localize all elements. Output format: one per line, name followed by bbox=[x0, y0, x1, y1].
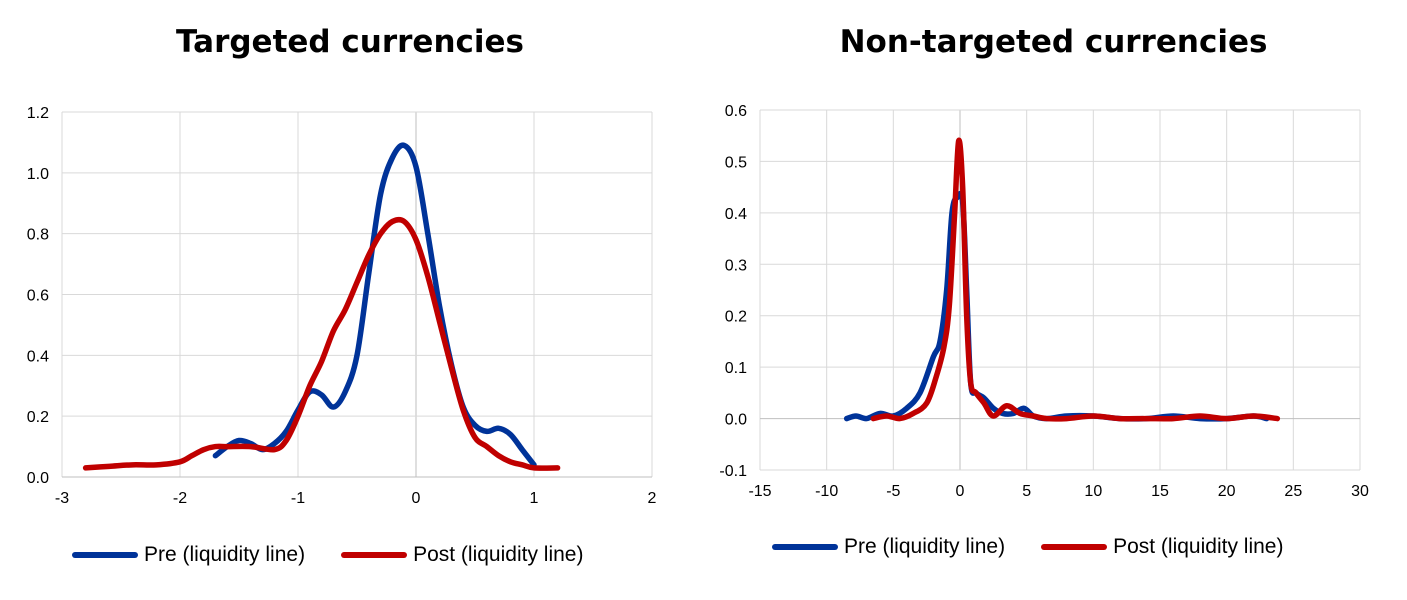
x-tick-label: -2 bbox=[173, 490, 187, 507]
x-tick-label: 10 bbox=[1084, 483, 1102, 500]
y-tick-label: 0.8 bbox=[27, 227, 49, 244]
legend-item-post: Post (liquidity line) bbox=[341, 543, 583, 567]
legend-swatch-pre bbox=[72, 552, 138, 558]
chart-legend: Pre (liquidity line) Post (liquidity lin… bbox=[72, 543, 619, 567]
x-tick-label: 15 bbox=[1151, 483, 1169, 500]
series-line-pre bbox=[212, 142, 537, 468]
y-tick-label: 1.2 bbox=[27, 105, 49, 122]
legend-label-pre: Pre (liquidity line) bbox=[844, 535, 1006, 558]
y-tick-label: 0.4 bbox=[27, 348, 49, 365]
x-tick-label: 0 bbox=[956, 483, 965, 500]
x-tick-label: -1 bbox=[291, 490, 305, 507]
series-line-post bbox=[870, 137, 1281, 422]
legend-swatch-post bbox=[341, 552, 408, 558]
chart-plot-targeted: -3 -2 -1 0 1 2 0.0 0.2 0.4 0.6 0.8 1.0 1.2 bbox=[27, 105, 657, 507]
series-line-post bbox=[82, 216, 561, 471]
y-tick-label: 0.0 bbox=[725, 412, 747, 429]
x-tick-label: 1 bbox=[530, 490, 539, 507]
chart-plot-non-targeted: -15 -10 -5 0 5 10 15 20 25 30 -0.1 0.0 0.1 0.2 0.3 0.4 0… bbox=[719, 103, 1369, 500]
y-tick-label: 0.5 bbox=[725, 154, 747, 171]
y-tick-label: -0.1 bbox=[719, 463, 747, 480]
x-tick-label: 0 bbox=[412, 490, 421, 507]
y-tick-label: 0.1 bbox=[725, 360, 747, 377]
series-line-pre bbox=[843, 190, 1270, 422]
y-tick-label: 0.6 bbox=[27, 288, 49, 305]
y-tick-label: 0.3 bbox=[725, 257, 747, 274]
legend-item-pre: Pre (liquidity line) bbox=[772, 535, 1005, 559]
x-tick-label: 20 bbox=[1218, 483, 1236, 500]
chart-panel-targeted: Targeted currencies -3 -2 -1 0 1 2 0.0 0.2 0.4 0.… bbox=[0, 0, 700, 600]
legend-swatch-post bbox=[1041, 544, 1108, 550]
x-tick-label: -5 bbox=[886, 483, 900, 500]
legend-item-post: Post (liquidity line) bbox=[1041, 535, 1283, 559]
x-tick-label: 2 bbox=[648, 490, 657, 507]
x-tick-label: -15 bbox=[748, 483, 771, 500]
legend-item-pre: Pre (liquidity line) bbox=[72, 543, 305, 567]
legend-label-post: Post (liquidity line) bbox=[1113, 535, 1284, 558]
chart-panel-non-targeted: Non-targeted currencies -15 -10 -5 0 5 10 15 20… bbox=[700, 0, 1407, 600]
y-tick-label: 1.0 bbox=[27, 166, 49, 183]
x-tick-label: -10 bbox=[815, 483, 838, 500]
y-tick-label: 0.4 bbox=[725, 206, 747, 223]
y-tick-label: 0.2 bbox=[27, 409, 49, 426]
legend-label-pre: Pre (liquidity line) bbox=[144, 543, 306, 566]
y-tick-label: 0.6 bbox=[725, 103, 747, 120]
x-tick-label: 5 bbox=[1022, 483, 1031, 500]
legend-label-post: Post (liquidity line) bbox=[413, 543, 584, 566]
y-tick-label: 0.0 bbox=[27, 470, 49, 487]
y-tick-label: 0.2 bbox=[725, 309, 747, 326]
x-tick-label: 25 bbox=[1284, 483, 1302, 500]
x-tick-label: 30 bbox=[1351, 483, 1369, 500]
chart-title: Targeted currencies bbox=[176, 24, 524, 60]
x-tick-label: -3 bbox=[55, 490, 69, 507]
chart-title: Non-targeted currencies bbox=[839, 24, 1268, 60]
chart-legend: Pre (liquidity line) Post (liquidity lin… bbox=[772, 535, 1319, 559]
legend-swatch-pre bbox=[772, 544, 838, 550]
